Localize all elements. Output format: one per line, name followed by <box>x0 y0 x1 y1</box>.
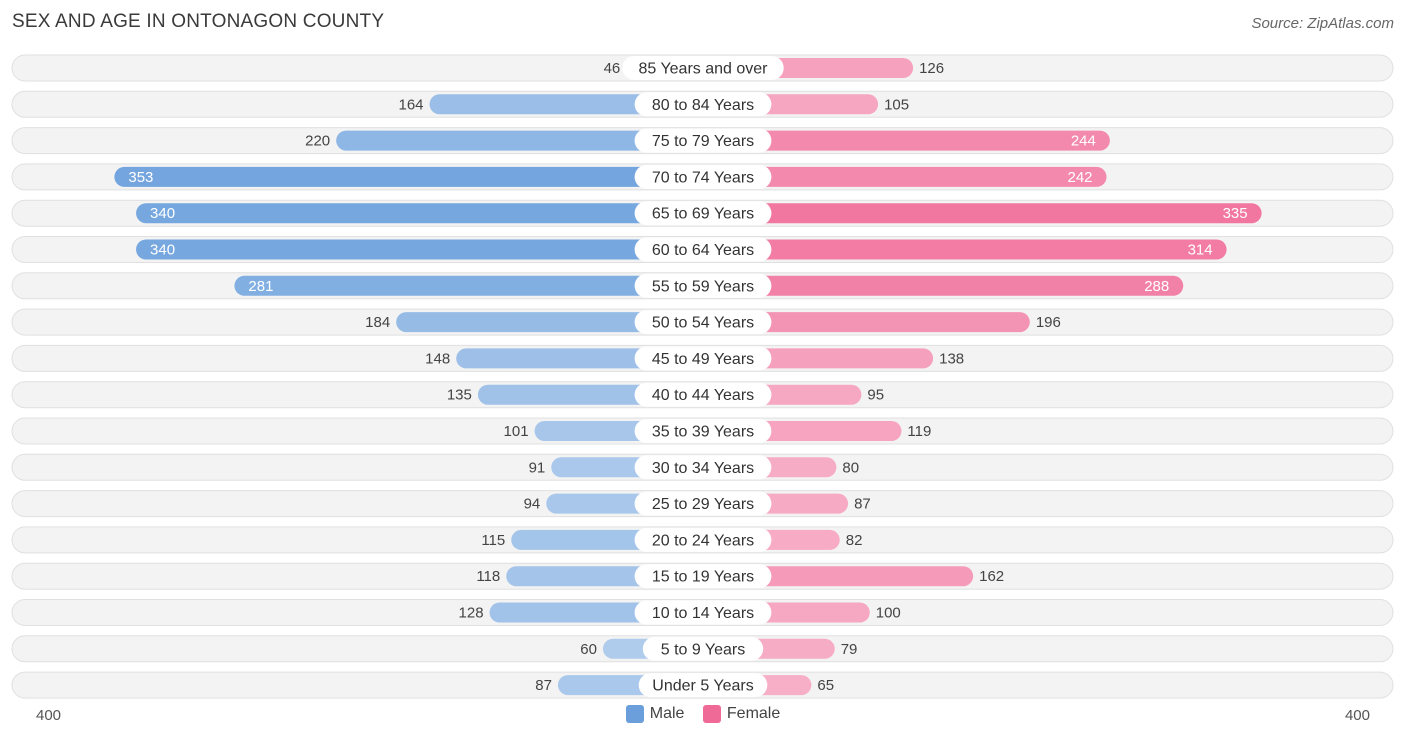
chart-source: Source: ZipAtlas.com <box>1251 15 1394 32</box>
category-pill <box>622 56 784 80</box>
female-bar <box>703 203 1262 224</box>
category-pill <box>634 92 772 117</box>
legend: Male Female <box>0 705 1406 728</box>
legend-swatch-female <box>702 705 721 723</box>
female-value-label: 82 <box>846 532 863 549</box>
male-value-label: 164 <box>398 96 423 113</box>
category-pill <box>634 600 772 625</box>
category-pill <box>634 419 772 443</box>
female-value-label: 100 <box>876 605 901 622</box>
female-value-label: 87 <box>854 496 871 513</box>
female-value-label: 242 <box>1068 169 1093 186</box>
category-label: Under 5 Years <box>652 678 753 695</box>
male-bar <box>396 312 703 333</box>
female-value-label: 105 <box>884 96 909 113</box>
category-pill <box>642 636 764 661</box>
male-value-label: 184 <box>365 314 390 331</box>
category-pill <box>634 346 772 371</box>
legend-label-female: Female <box>726 705 781 722</box>
female-value-label: 244 <box>1071 133 1096 150</box>
axis-right-label: 400 <box>1344 707 1370 724</box>
male-value-label: 340 <box>150 205 175 222</box>
male-value-label: 128 <box>459 605 484 622</box>
female-value-label: 80 <box>842 459 859 476</box>
legend-swatch-male <box>625 705 644 723</box>
male-value-label: 46 <box>604 60 621 77</box>
category-label: 80 to 84 Years <box>652 97 754 114</box>
male-value-label: 115 <box>481 532 505 549</box>
category-label: 25 to 29 Years <box>652 496 754 513</box>
male-bar <box>234 275 703 296</box>
category-pill <box>634 201 772 226</box>
male-value-label: 87 <box>535 677 552 694</box>
category-label: 5 to 9 Years <box>661 641 746 658</box>
category-pill <box>634 491 772 516</box>
category-label: 85 Years and over <box>639 61 769 78</box>
male-bar <box>114 166 703 187</box>
female-bar <box>703 566 974 587</box>
female-value-label: 119 <box>907 423 931 440</box>
male-value-label: 94 <box>524 496 541 513</box>
category-pill <box>634 164 772 189</box>
male-bar <box>136 239 704 260</box>
category-label: 60 to 64 Years <box>652 242 754 259</box>
category-pill <box>634 382 772 407</box>
female-bar <box>703 275 1184 296</box>
male-value-label: 91 <box>529 459 546 476</box>
female-value-label: 95 <box>867 387 884 404</box>
male-value-label: 281 <box>248 278 273 295</box>
female-value-label: 65 <box>817 677 834 694</box>
legend-label-male: Male <box>649 705 685 722</box>
chart-title: SEX AND AGE IN ONTONAGON COUNTY <box>12 11 385 32</box>
female-value-label: 79 <box>841 641 858 658</box>
female-value-label: 335 <box>1223 205 1248 222</box>
female-bar <box>703 130 1110 151</box>
male-value-label: 101 <box>504 423 529 440</box>
male-value-label: 118 <box>476 568 500 585</box>
category-label: 75 to 79 Years <box>652 133 754 150</box>
female-value-label: 138 <box>939 350 964 367</box>
category-label: 70 to 74 Years <box>652 169 754 186</box>
category-pill <box>634 310 772 335</box>
category-label: 50 to 54 Years <box>652 315 754 332</box>
category-label: 55 to 59 Years <box>652 278 754 295</box>
female-value-label: 126 <box>919 60 944 77</box>
category-label: 45 to 49 Years <box>652 351 754 368</box>
legend-item-female[interactable]: Female <box>702 705 781 723</box>
male-value-label: 60 <box>580 641 597 658</box>
male-value-label: 135 <box>447 387 472 404</box>
female-value-label: 288 <box>1144 278 1169 295</box>
male-value-label: 220 <box>305 133 330 150</box>
category-label: 15 to 19 Years <box>652 569 754 586</box>
category-label: 10 to 14 Years <box>652 605 754 622</box>
male-value-label: 353 <box>128 169 153 186</box>
legend-item-male[interactable]: Male <box>625 705 685 723</box>
category-label: 20 to 24 Years <box>652 532 754 549</box>
category-label: 40 to 44 Years <box>652 387 754 404</box>
male-value-label: 340 <box>150 242 175 259</box>
female-bar <box>703 166 1107 187</box>
category-pill <box>634 564 772 589</box>
category-pill <box>634 527 772 552</box>
category-label: 65 to 69 Years <box>652 206 754 223</box>
male-bar <box>429 94 703 115</box>
category-label: 30 to 34 Years <box>652 460 754 477</box>
category-pill <box>634 455 772 480</box>
female-bar <box>703 239 1227 260</box>
female-value-label: 196 <box>1036 314 1061 331</box>
male-bar <box>136 203 704 224</box>
axis-left-label: 400 <box>36 707 62 724</box>
female-value-label: 162 <box>979 568 1004 585</box>
female-value-label: 314 <box>1188 242 1213 259</box>
category-pill <box>634 237 772 262</box>
male-bar <box>336 130 703 151</box>
category-pill <box>634 128 772 153</box>
category-label: 35 to 39 Years <box>652 424 754 441</box>
male-value-label: 148 <box>425 350 450 367</box>
category-pill <box>638 673 768 698</box>
female-bar <box>703 312 1030 333</box>
category-pill <box>634 273 772 298</box>
